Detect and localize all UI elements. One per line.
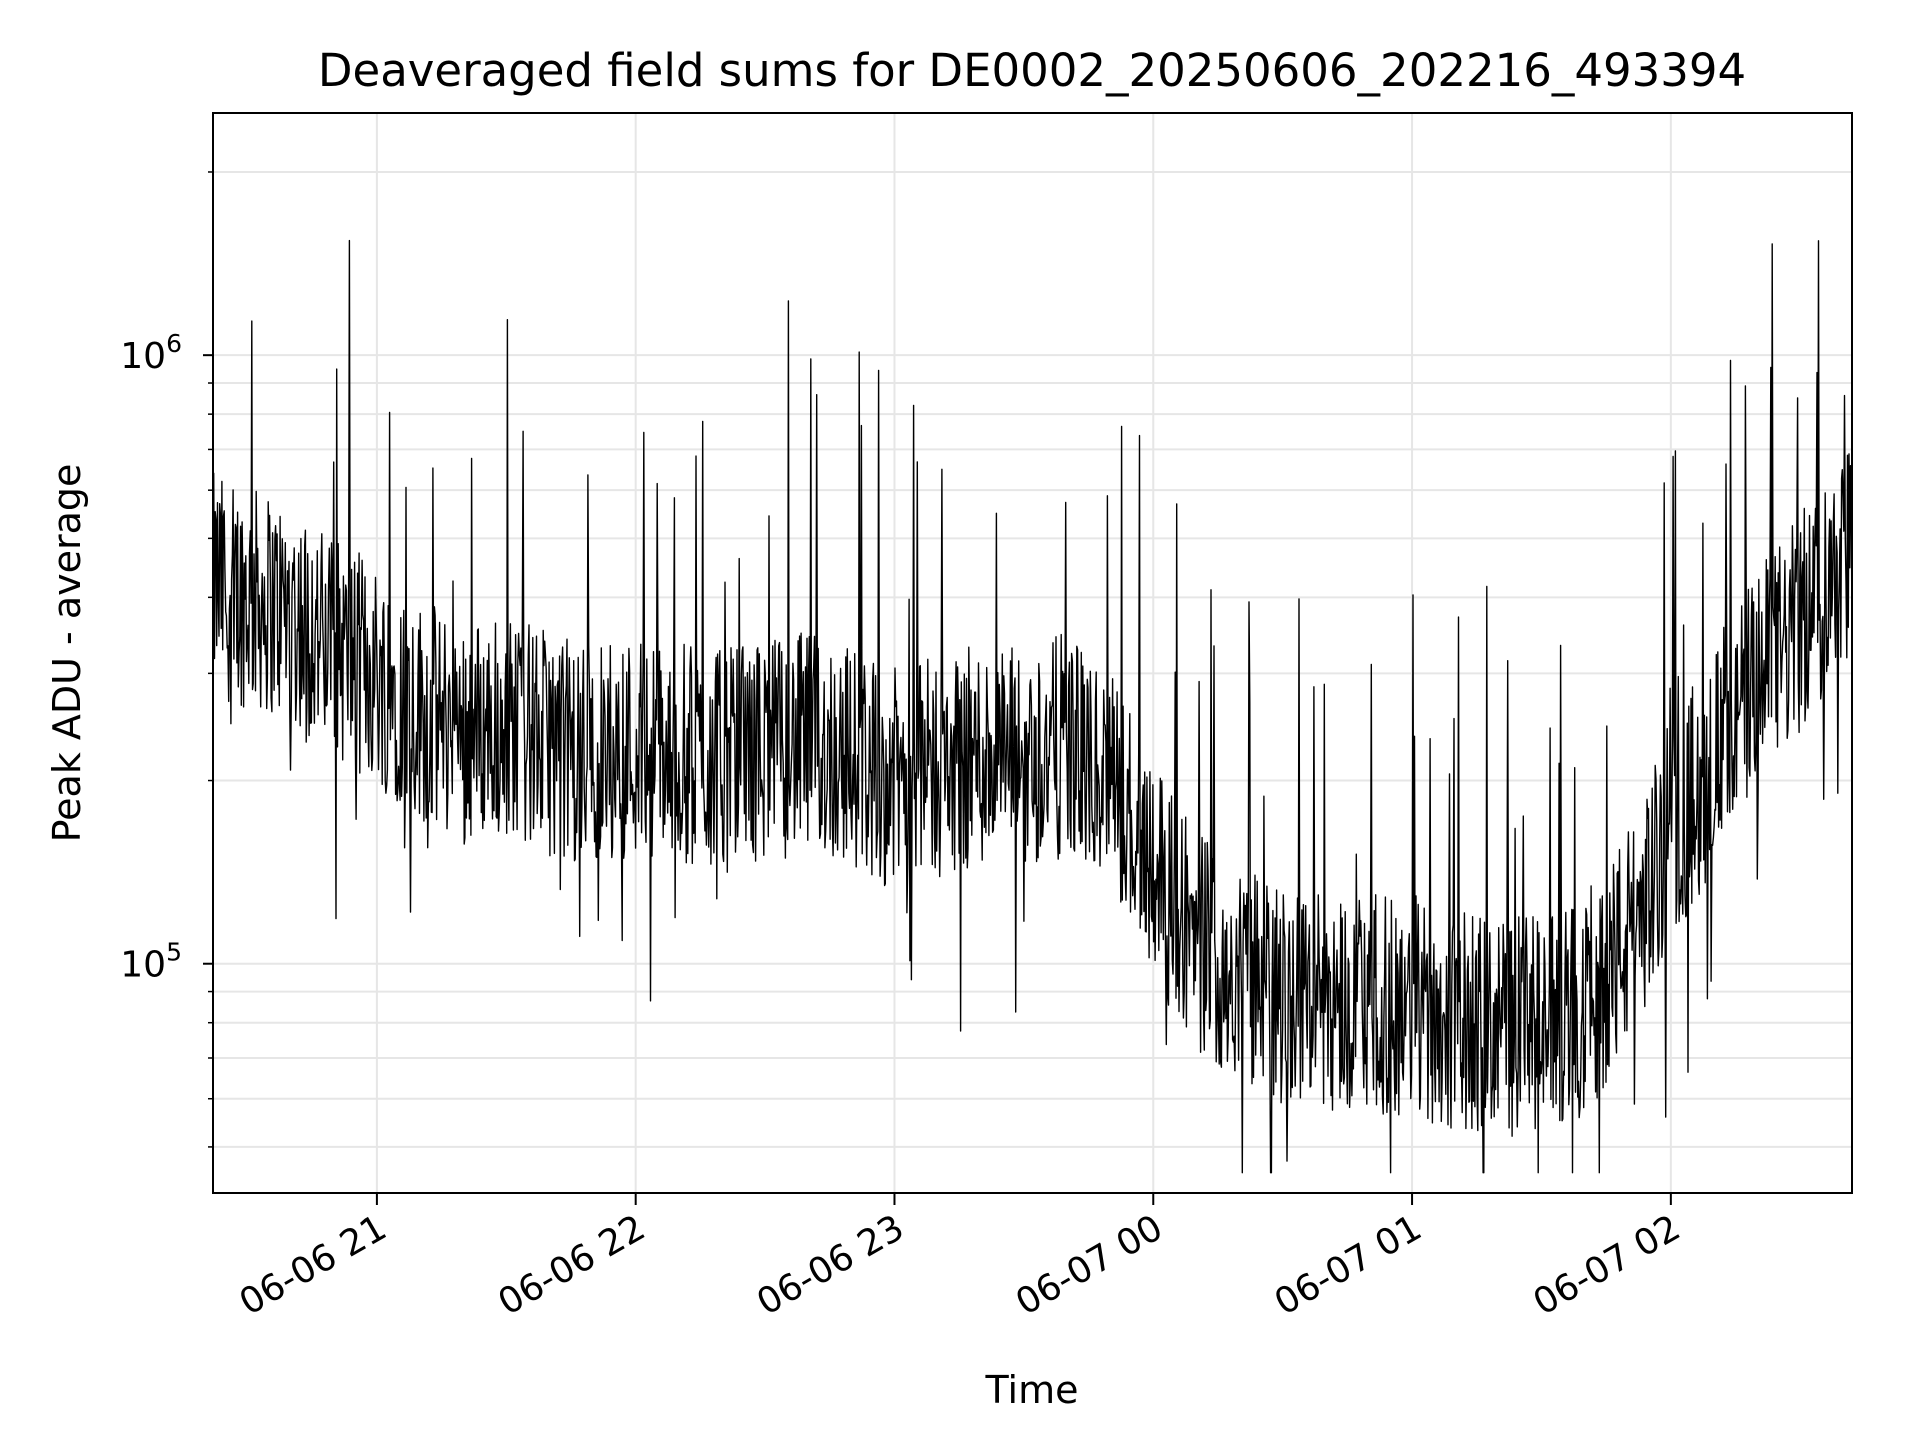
chart-title: Deaveraged field sums for DE0002_2025060… [318,44,1746,97]
x-tick-label: 06-06 22 [492,1207,653,1323]
series-layer [212,239,1853,1174]
y-tick-exponent: 5 [166,938,182,967]
y-tick-base: 10 [120,336,166,377]
y-tick-exponent: 6 [166,329,182,358]
x-tick-label: 06-07 02 [1527,1207,1688,1323]
x-tick-label: 06-07 01 [1268,1207,1429,1323]
x-tick-label: 06-07 00 [1009,1207,1170,1323]
x-tick-label: 06-06 23 [750,1207,911,1323]
y-tick-label: 105 [120,938,182,986]
y-tick-label: 106 [120,329,182,377]
y-tick-base: 10 [120,945,166,986]
grid [213,113,1852,1193]
x-tick-label: 06-06 21 [233,1207,394,1323]
y-axis-label: Peak ADU - average [45,464,89,843]
plot-frame [212,112,1853,1194]
x-axis-label: Time [985,1368,1079,1412]
series-line [212,239,1853,1174]
